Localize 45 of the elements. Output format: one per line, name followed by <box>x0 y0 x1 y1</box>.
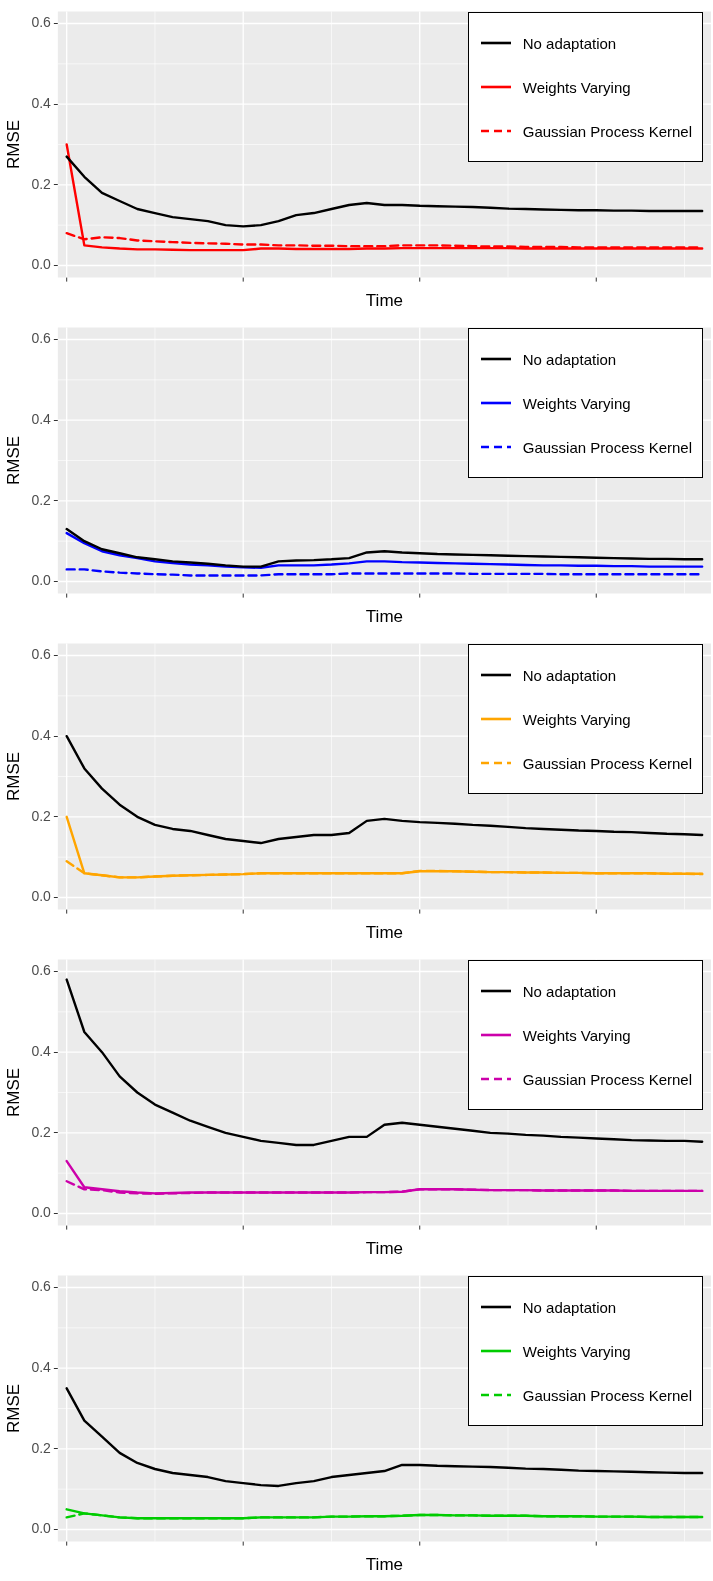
x-axis-title: Time <box>365 291 404 311</box>
x-axis-title: Time <box>365 607 404 627</box>
y-tick-label: 0.2 <box>31 1439 52 1456</box>
y-tick-label: 0.2 <box>31 491 52 508</box>
y-tick-label: 0.0 <box>31 1520 52 1537</box>
legend-label: Gaussian Process Kernel <box>522 438 692 456</box>
y-tick-label: 0.0 <box>31 572 52 589</box>
legend-label: Weights Varying <box>522 394 631 412</box>
y-tick-label: 0.6 <box>31 646 52 663</box>
y-tick-label: 0.4 <box>31 1043 52 1060</box>
x-axis-title: Time <box>365 1555 404 1575</box>
y-tick-label: 0.4 <box>31 727 52 744</box>
x-axis-title: Time <box>365 923 404 943</box>
legend-label: Gaussian Process Kernel <box>522 1386 692 1404</box>
y-tick-label: 0.0 <box>31 1204 52 1221</box>
y-tick-label: 0.0 <box>31 256 52 273</box>
legend-label: Gaussian Process Kernel <box>522 122 692 140</box>
legend-label: Gaussian Process Kernel <box>522 754 692 772</box>
y-tick-label: 0.4 <box>31 95 52 112</box>
y-axis-title: RMSE <box>3 1067 23 1118</box>
y-tick-label: 0.2 <box>31 807 52 824</box>
legend-label: Weights Varying <box>522 78 631 96</box>
y-axis-title: RMSE <box>3 1383 23 1434</box>
y-tick-label: 0.2 <box>31 175 52 192</box>
legend-label: Weights Varying <box>522 1342 631 1360</box>
y-axis-title: RMSE <box>3 119 23 170</box>
y-tick-label: 0.6 <box>31 1278 52 1295</box>
legend-label: No adaptation <box>522 34 617 52</box>
y-axis-title: RMSE <box>3 751 23 802</box>
y-axis-title: RMSE <box>3 435 23 486</box>
legend-label: No adaptation <box>522 1298 617 1316</box>
legend-label: Weights Varying <box>522 1026 631 1044</box>
legend-label: No adaptation <box>522 666 617 684</box>
y-tick-label: 0.2 <box>31 1123 52 1140</box>
legend-label: Gaussian Process Kernel <box>522 1070 692 1088</box>
legend-label: No adaptation <box>522 982 617 1000</box>
y-tick-label: 0.6 <box>31 14 52 31</box>
legend-label: Weights Varying <box>522 710 631 728</box>
y-tick-label: 0.6 <box>31 962 52 979</box>
y-tick-label: 0.4 <box>31 411 52 428</box>
y-tick-label: 0.0 <box>31 888 52 905</box>
y-tick-label: 0.6 <box>31 330 52 347</box>
y-tick-label: 0.4 <box>31 1359 52 1376</box>
x-axis-title: Time <box>365 1239 404 1259</box>
legend-label: No adaptation <box>522 350 617 368</box>
